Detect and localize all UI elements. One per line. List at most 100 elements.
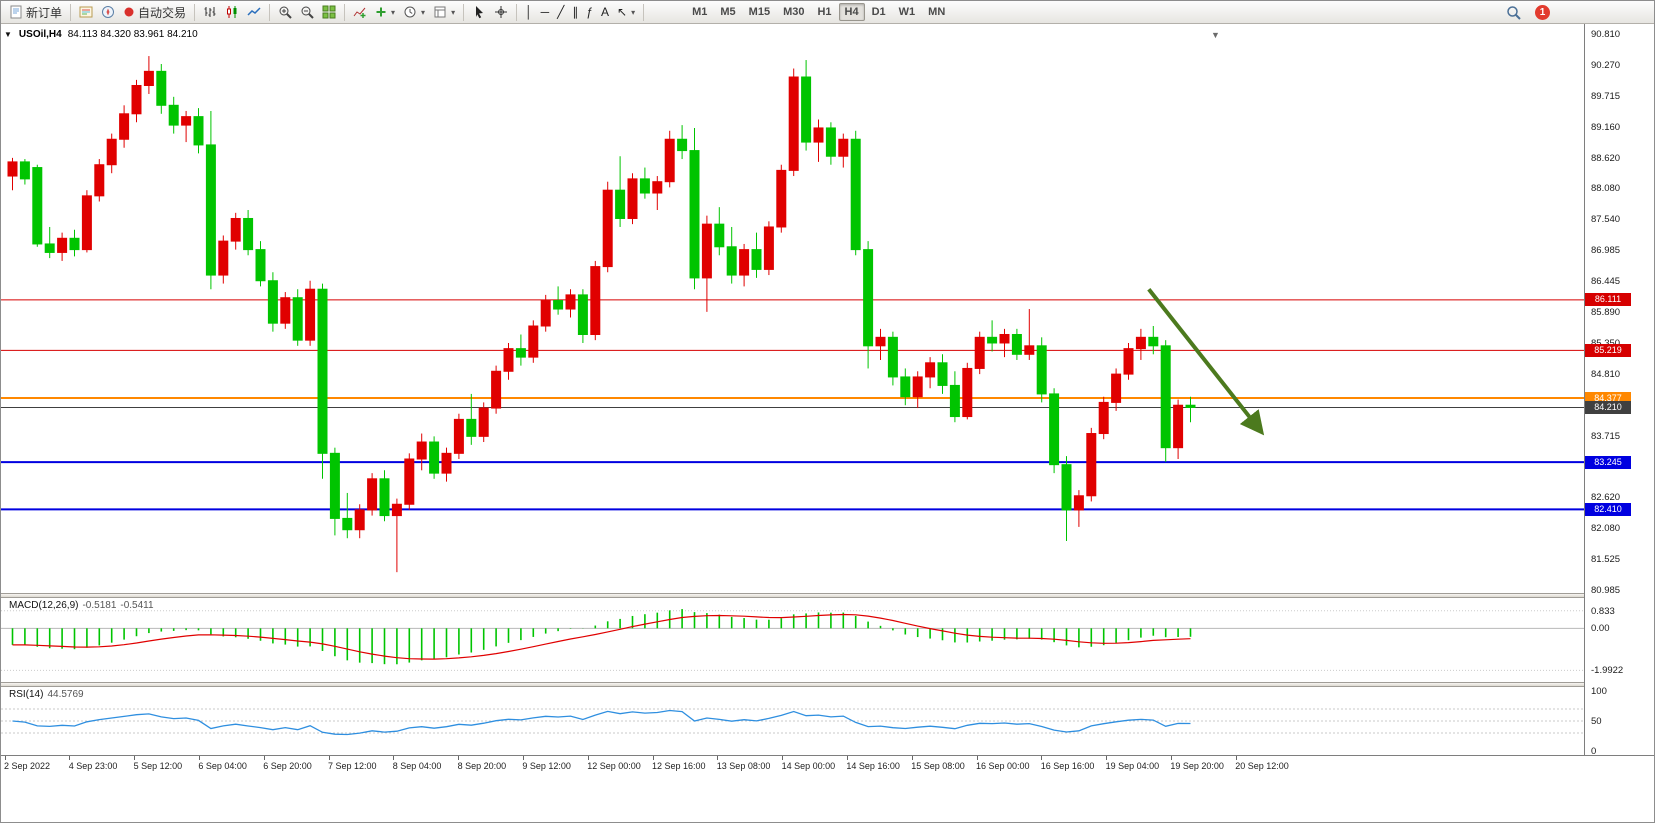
- horizontal-line-icon: ─: [540, 5, 550, 19]
- candle-body: [627, 178, 638, 219]
- candle-body: [391, 503, 402, 517]
- candle-body: [689, 150, 700, 279]
- candle-body: [81, 195, 92, 251]
- add-indicator-icon: [376, 7, 386, 17]
- channel-tool[interactable]: ∥: [568, 2, 582, 22]
- new-order-button[interactable]: 新订单: [5, 2, 66, 22]
- candle-body: [1123, 348, 1134, 375]
- new-order-icon: [10, 5, 22, 19]
- macd-axis-label: -1.9922: [1591, 665, 1624, 677]
- time-tick: [1041, 756, 1043, 760]
- periods-dropdown[interactable]: ▾: [399, 2, 429, 22]
- bar-chart-icon: [204, 7, 216, 17]
- timeframe-button-mn[interactable]: MN: [922, 3, 951, 21]
- auto-trading-button[interactable]: 自动交易: [119, 2, 190, 22]
- rsi-axis-label: 0: [1591, 746, 1597, 757]
- timeframe-button-h4[interactable]: H4: [838, 3, 865, 21]
- time-axis-label: 6 Sep 20:00: [263, 761, 312, 771]
- candle-body: [925, 362, 936, 378]
- add-indicator-dropdown[interactable]: ▾: [371, 2, 399, 22]
- candle-body: [615, 189, 626, 219]
- one-click-trading-toggle[interactable]: ▼: [4, 30, 12, 39]
- navigator-button[interactable]: [97, 2, 119, 22]
- price-tag: 86.111: [1585, 293, 1631, 307]
- navigator-icon: [102, 6, 115, 18]
- line-chart-button[interactable]: [243, 2, 265, 22]
- toolbar-separator: [70, 3, 72, 21]
- price-axis[interactable]: 90.810 90.270 89.715 89.160 88.620 88.080 87.5…: [1584, 24, 1654, 757]
- timeframe-button-h1[interactable]: H1: [811, 3, 837, 21]
- chart-shift-marker[interactable]: ▼: [1211, 30, 1220, 40]
- price-axis-label: 83.715: [1591, 430, 1621, 442]
- timeframe-button-d1[interactable]: D1: [866, 3, 892, 21]
- candle-body: [193, 116, 204, 146]
- candlestick-chart-button[interactable]: [221, 2, 243, 22]
- price-axis-label: 88.620: [1591, 152, 1621, 164]
- horizontal-line-tool[interactable]: ─: [537, 2, 554, 22]
- templates-dropdown[interactable]: ▾: [429, 2, 459, 22]
- price-axis-label: 84.810: [1591, 368, 1621, 380]
- fibonacci-tool[interactable]: ƒ: [582, 2, 597, 22]
- price-axis-label: 85.890: [1591, 307, 1621, 319]
- time-tick: [198, 756, 200, 760]
- arrows-tool-icon: ↖: [617, 5, 628, 19]
- rsi-label: RSI(14) 44.5769: [9, 689, 84, 700]
- time-axis-label: 2 Sep 2022: [4, 761, 51, 771]
- candle-body: [292, 297, 303, 341]
- indicators-button[interactable]: [349, 2, 371, 22]
- vertical-line-tool[interactable]: │: [521, 2, 537, 22]
- macd-axis-label: 0.833: [1591, 605, 1615, 617]
- zoom-in-button[interactable]: [274, 2, 296, 22]
- candle-body: [540, 300, 551, 327]
- candle-body: [974, 336, 985, 369]
- time-tick: [652, 756, 654, 760]
- candle-body: [987, 336, 998, 344]
- time-axis[interactable]: 2 Sep 2022 4 Sep 23:00 5 Sep 12:00 6 Sep 04…: [1, 755, 1654, 781]
- candle-body: [404, 458, 415, 505]
- candle-body: [106, 138, 117, 166]
- candle-body: [329, 452, 340, 519]
- time-axis-label: 16 Sep 00:00: [976, 761, 1030, 771]
- bar-chart-button[interactable]: [199, 2, 221, 22]
- search-button[interactable]: [1502, 2, 1525, 22]
- timeframe-button-w1[interactable]: W1: [893, 3, 922, 21]
- chart-canvas[interactable]: [1, 24, 1584, 823]
- price-axis-label: 86.985: [1591, 245, 1621, 257]
- candle-body: [726, 246, 737, 276]
- time-axis-label: 8 Sep 04:00: [392, 761, 442, 771]
- time-axis-label: 6 Sep 04:00: [198, 761, 247, 771]
- time-axis-label: 15 Sep 08:00: [911, 761, 965, 771]
- rsi-line: [12, 709, 1191, 736]
- market-watch-button[interactable]: [75, 2, 97, 22]
- time-tick: [328, 756, 330, 760]
- cursor-button[interactable]: [468, 2, 490, 22]
- candle-body: [230, 217, 241, 242]
- toolbar-separator: [463, 3, 465, 21]
- candle-body: [218, 240, 229, 276]
- macd-value: -0.5181: [82, 600, 117, 611]
- time-axis-label: 16 Sep 16:00: [1040, 761, 1095, 771]
- crosshair-button[interactable]: [490, 2, 512, 22]
- candle-body: [1061, 464, 1072, 511]
- tile-windows-button[interactable]: [318, 2, 340, 22]
- market-watch-icon: [79, 6, 93, 18]
- timeframe-button-m1[interactable]: M1: [686, 3, 713, 21]
- panel-divider-macd[interactable]: [1, 593, 1654, 598]
- trendline-tool[interactable]: ╱: [553, 2, 568, 22]
- candle-body: [763, 226, 774, 270]
- candle-body: [1011, 333, 1022, 355]
- timeframe-button-m5[interactable]: M5: [714, 3, 741, 21]
- timeframe-button-m15[interactable]: M15: [743, 3, 776, 21]
- panel-divider-rsi[interactable]: [1, 682, 1654, 687]
- timeframe-button-m30[interactable]: M30: [777, 3, 810, 21]
- candle-body: [317, 288, 328, 454]
- arrows-tool-dropdown[interactable]: ↖ ▾: [613, 2, 639, 22]
- notification-badge[interactable]: 1: [1535, 4, 1550, 20]
- trend-arrow-object[interactable]: [1147, 287, 1265, 436]
- candle-body: [639, 178, 650, 194]
- text-tool[interactable]: A: [597, 2, 613, 22]
- time-tick: [393, 756, 395, 760]
- zoom-out-button[interactable]: [296, 2, 318, 22]
- candle-body: [1086, 433, 1097, 497]
- candle-body: [491, 370, 502, 409]
